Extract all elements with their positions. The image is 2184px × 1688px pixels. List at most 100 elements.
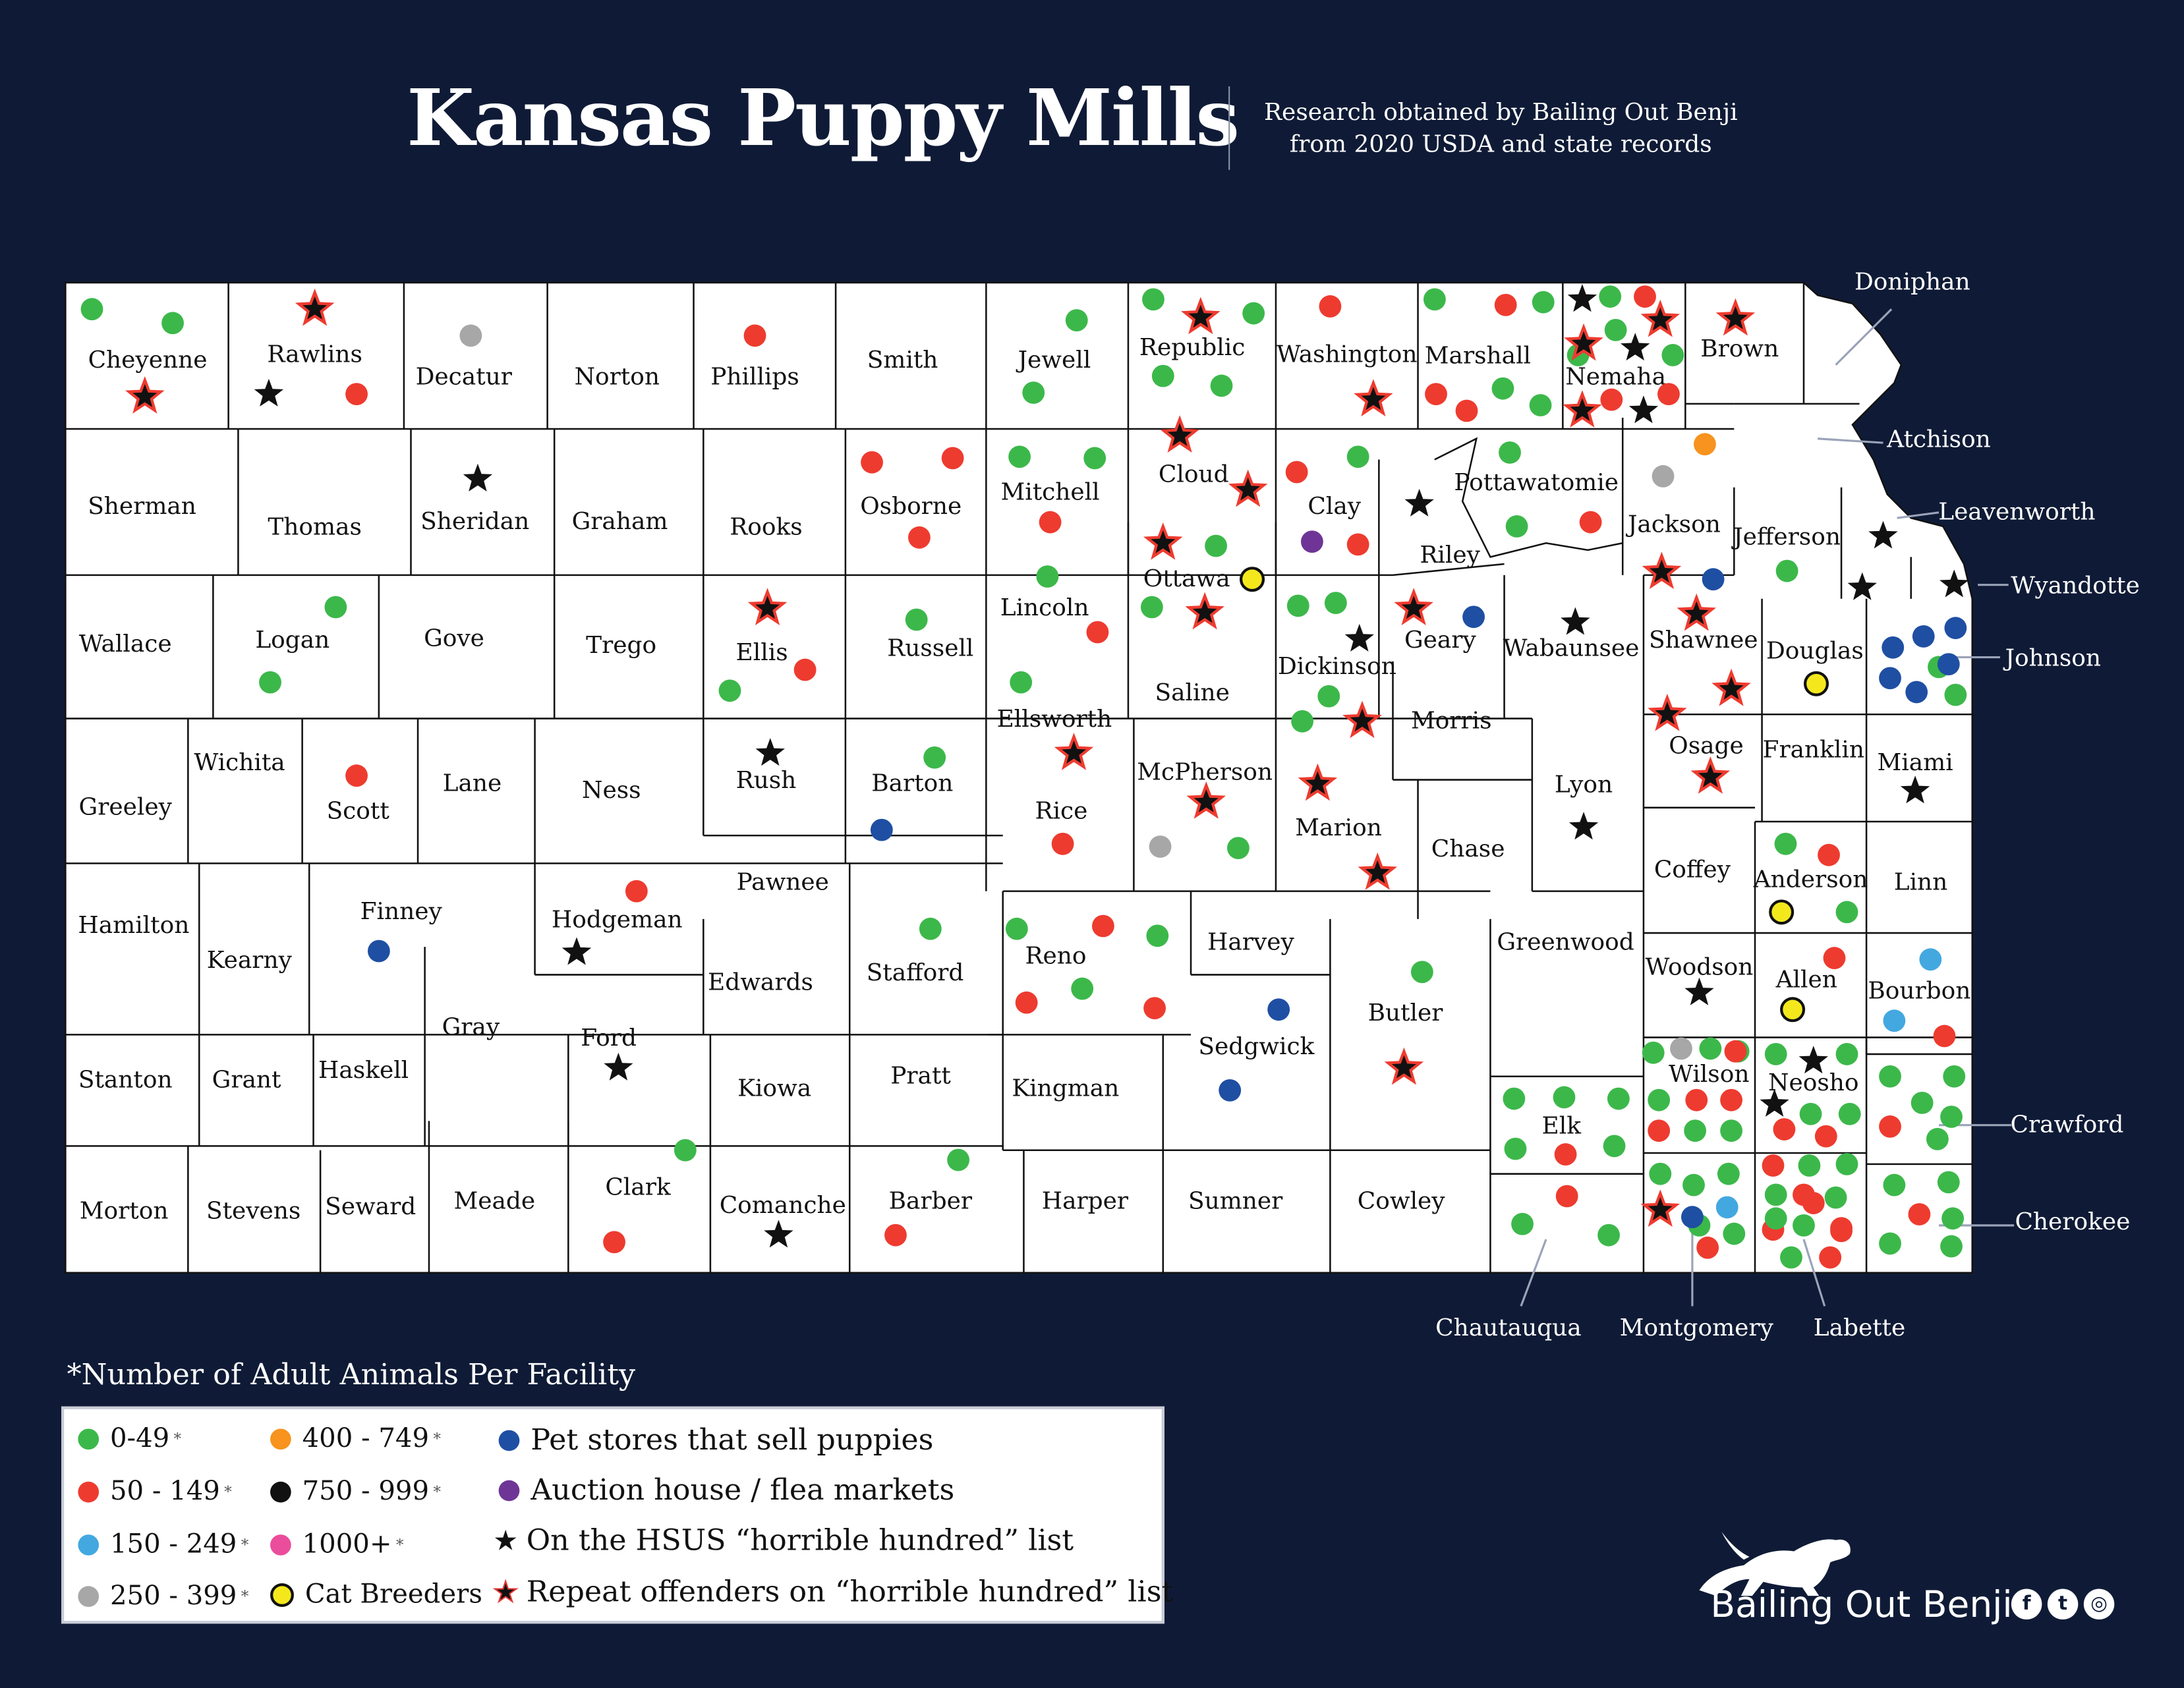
gray-dot-icon xyxy=(78,1585,100,1606)
legend-label: 750 - 999 xyxy=(302,1476,430,1507)
county-label-shawnee: Shawnee xyxy=(1649,627,1758,654)
legend-label: On the HSUS “horrible hundred” list xyxy=(526,1523,1074,1557)
facility-dot-green xyxy=(1642,1041,1665,1064)
county-label-cherokee: Cherokee xyxy=(2015,1208,2130,1235)
facility-dot-green xyxy=(1774,832,1797,855)
legend-item-hsus: ★ On the HSUS “horrible hundred” list xyxy=(493,1523,1074,1557)
facility-dot-red xyxy=(1814,1125,1837,1148)
facility-dot-green xyxy=(1499,441,1521,464)
legend-title-text: Number of Adult Animals Per Facility xyxy=(81,1357,636,1392)
facility-dot-green xyxy=(1504,1137,1527,1160)
facility-dot-navy xyxy=(1905,681,1928,704)
facility-dot-green xyxy=(1604,318,1627,341)
facility-dot-green xyxy=(1205,534,1227,557)
facility-dot-green xyxy=(1941,1207,1965,1230)
county-label-labette: Labette xyxy=(1814,1314,1906,1341)
county-label-wilson: Wilson xyxy=(1669,1061,1749,1088)
facility-dot-green xyxy=(1793,1214,1815,1237)
facility-dot-green xyxy=(1879,1232,1901,1255)
facility-dot-red xyxy=(345,383,368,406)
county-label-ness: Ness xyxy=(582,777,641,804)
callout-line xyxy=(1802,1239,1826,1307)
county-label-ellsworth: Ellsworth xyxy=(997,706,1112,733)
facility-dot-green xyxy=(80,298,103,321)
facility-dot-red xyxy=(603,1231,625,1254)
county-label-stafford: Stafford xyxy=(867,959,964,986)
facility-dot-green xyxy=(1242,302,1265,325)
social-links: f t ◎ xyxy=(2011,1589,2115,1620)
county-label-elk: Elk xyxy=(1542,1112,1582,1139)
county-label-kiowa: Kiowa xyxy=(737,1075,811,1102)
red-outlined-star-icon: ★ xyxy=(492,1575,519,1609)
orange-dot-icon xyxy=(270,1428,291,1449)
county-label-lane: Lane xyxy=(443,770,502,797)
black-dot-icon xyxy=(270,1480,291,1502)
hsus-star xyxy=(604,1052,633,1081)
county-label-sumner: Sumner xyxy=(1188,1188,1283,1215)
facility-dot-green xyxy=(1717,1162,1740,1185)
facility-dot-red xyxy=(1554,1143,1577,1166)
facility-dot-red xyxy=(1724,1040,1747,1063)
facility-dot-red xyxy=(1773,1118,1796,1140)
facility-dot-red xyxy=(941,447,964,470)
repeat-offender-star xyxy=(1715,298,1756,336)
facebook-icon[interactable]: f xyxy=(2011,1589,2042,1620)
facility-dot-green xyxy=(919,917,942,940)
repeat-offender-star xyxy=(1642,551,1682,590)
repeat-offender-star xyxy=(1564,323,1603,361)
county-label-haskell: Haskell xyxy=(318,1057,409,1084)
county-label-montgomery: Montgomery xyxy=(1620,1314,1774,1341)
hsus-star xyxy=(1798,1046,1828,1074)
facility-dot-red xyxy=(1579,511,1602,534)
twitter-icon[interactable]: t xyxy=(2047,1589,2079,1620)
hsus-star xyxy=(1344,623,1374,652)
county-label-harvey: Harvey xyxy=(1207,928,1294,955)
county-label-anderson: Anderson xyxy=(1753,866,1868,893)
facility-dot-red xyxy=(1648,1119,1671,1142)
facility-dot-red xyxy=(1051,832,1074,855)
legend: 0-49 * 50 - 149 * 150 - 249 * 250 - 399 * 40… xyxy=(61,1406,1173,1624)
county-label-wichita: Wichita xyxy=(194,749,285,776)
county-label-coffey: Coffey xyxy=(1654,857,1731,884)
county-label-johnson: Johnson xyxy=(2003,644,2101,671)
facility-dot-light-blue xyxy=(1919,948,1942,971)
repeat-offender-star xyxy=(295,288,335,326)
research-line-1: Research obtained by Bailing Out Benji xyxy=(1264,99,1738,127)
county-label-lyon: Lyon xyxy=(1555,772,1613,799)
facility-dot-green xyxy=(1799,1102,1822,1125)
repeat-offender-star xyxy=(1640,1189,1681,1227)
facility-dot-red xyxy=(1634,285,1656,308)
county-label-smith: Smith xyxy=(867,347,938,374)
legend-label: Pet stores that sell puppies xyxy=(531,1422,934,1457)
facility-dot-red xyxy=(1830,1220,1853,1243)
repeat-offender-star xyxy=(1181,296,1221,335)
repeat-offender-star xyxy=(1690,756,1731,794)
facility-dot-gray xyxy=(459,324,482,347)
county-label-woodson: Woodson xyxy=(1646,953,1754,980)
repeat-offender-star xyxy=(1342,700,1382,739)
county-labels: Cheyenne Rawlins Decatur Norton Phillips Smit… xyxy=(78,269,2140,1341)
county-label-edwards: Edwards xyxy=(708,969,813,996)
facility-dot-red xyxy=(1823,947,1846,969)
yellow-dot-icon xyxy=(270,1582,294,1606)
hsus-star xyxy=(1404,488,1434,517)
facility-dot-green xyxy=(161,312,184,335)
repeat-offender-star xyxy=(1228,469,1268,507)
instagram-icon[interactable]: ◎ xyxy=(2083,1589,2115,1620)
facility-dot-green xyxy=(1210,374,1233,397)
county-label-reno: Reno xyxy=(1025,943,1087,970)
facility-dot-green xyxy=(1607,1087,1630,1110)
facility-dot-green xyxy=(1764,1043,1787,1065)
county-label-marion: Marion xyxy=(1295,814,1382,841)
facility-dot-red xyxy=(1696,1236,1719,1259)
facility-dot-red xyxy=(743,324,766,347)
repeat-offender-star xyxy=(1394,588,1433,626)
county-label-sheridan: Sheridan xyxy=(420,508,529,535)
facility-dot-green xyxy=(1022,381,1045,404)
county-label-republic: Republic xyxy=(1139,334,1245,361)
facility-dot-green xyxy=(923,746,946,769)
legend-label: 1000+ xyxy=(302,1529,392,1560)
facility-dot-red xyxy=(884,1224,907,1247)
county-label-decatur: Decatur xyxy=(416,363,513,390)
